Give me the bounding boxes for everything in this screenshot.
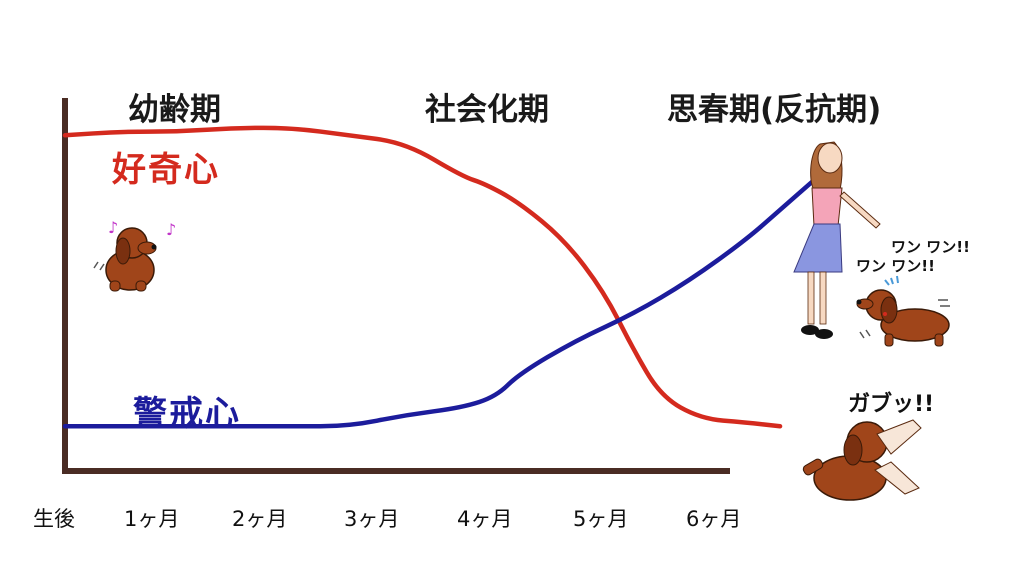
music-note-icon: ♪ — [108, 218, 118, 237]
barking-dog-illustration — [856, 275, 950, 347]
happy-puppy-illustration: ♪ ♪ — [105, 218, 176, 292]
bite-text: ガブッ!! — [848, 392, 935, 417]
x-tick-label: 6ヶ月 — [686, 507, 742, 531]
phase-label-socialization: 社会化期 — [425, 92, 549, 128]
x-tick-label: 5ヶ月 — [573, 507, 629, 531]
bark-text-2: ワン ワン!! — [856, 257, 935, 275]
x-tick-label: 2ヶ月 — [232, 507, 288, 531]
series-line-curiosity — [62, 125, 783, 429]
x-tick-label: 1ヶ月 — [124, 507, 180, 531]
music-note-icon: ♪ — [166, 220, 176, 239]
woman-illustration — [793, 141, 881, 339]
phase-label-juvenile: 幼齢期 — [128, 92, 221, 128]
series-label-curiosity: 好奇心 — [112, 150, 220, 190]
bark-text-1: ワン ワン!! — [891, 238, 970, 256]
series-line-caution — [62, 177, 817, 429]
x-tick-label: 3ヶ月 — [344, 507, 400, 531]
biting-dog-illustration — [802, 419, 922, 501]
motion-marks — [93, 261, 950, 339]
series-layer — [62, 125, 817, 429]
x-tick-label: 生後 — [33, 507, 75, 531]
x-tick-label: 4ヶ月 — [457, 507, 513, 531]
phase-label-adolescence: 思春期(反抗期) — [667, 92, 882, 128]
